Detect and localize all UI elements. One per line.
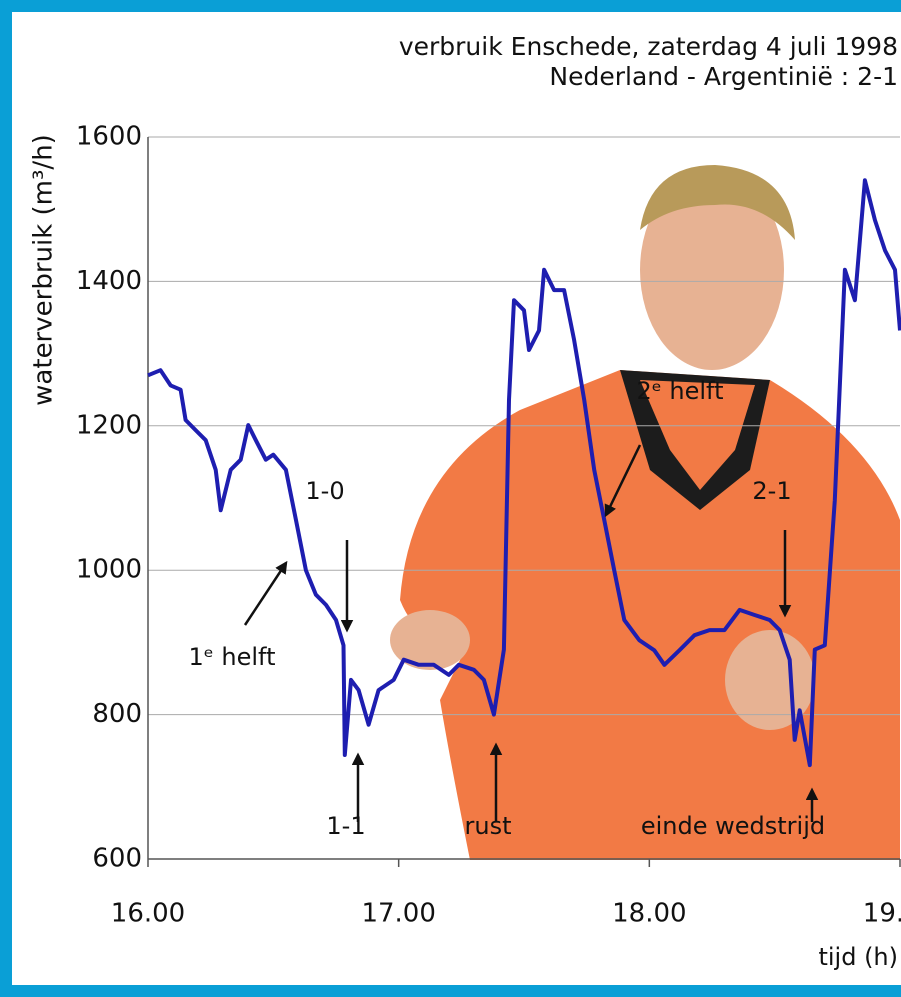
y-tick-label: 800 — [92, 699, 142, 729]
annotation: rust — [465, 812, 512, 840]
arrows — [243, 444, 819, 822]
y-tick-label: 1200 — [76, 410, 142, 440]
data-line — [147, 178, 901, 768]
chart-title: verbruik Enschede, zaterdag 4 juli 1998 — [399, 32, 898, 61]
y-tick-label: 1400 — [76, 266, 142, 296]
y-tick-label: 1600 — [76, 122, 142, 152]
annotation: einde wedstrijd — [641, 812, 825, 840]
annotation: 1-1 — [326, 812, 365, 840]
x-tick-label: 18.00 — [612, 899, 686, 929]
x-tick-label: 19.00 — [863, 899, 901, 929]
annotation: 2ᵉ helft — [637, 377, 724, 405]
x-tick-label: 16.00 — [111, 899, 185, 929]
y-tick-label: 1000 — [76, 555, 142, 585]
annotation: 1-0 — [305, 477, 344, 505]
chart-subtitle: Nederland - Argentinië : 2-1 — [549, 62, 898, 91]
player-photo — [390, 165, 900, 860]
annotation: 2-1 — [752, 477, 791, 505]
x-tick-label: 17.00 — [361, 899, 435, 929]
annotation: 1ᵉ helft — [189, 643, 276, 671]
x-axis-label: tijd (h) — [818, 943, 898, 971]
y-axis-label: waterverbruik (m³/h) — [29, 134, 59, 406]
y-tick-label: 600 — [92, 844, 142, 874]
